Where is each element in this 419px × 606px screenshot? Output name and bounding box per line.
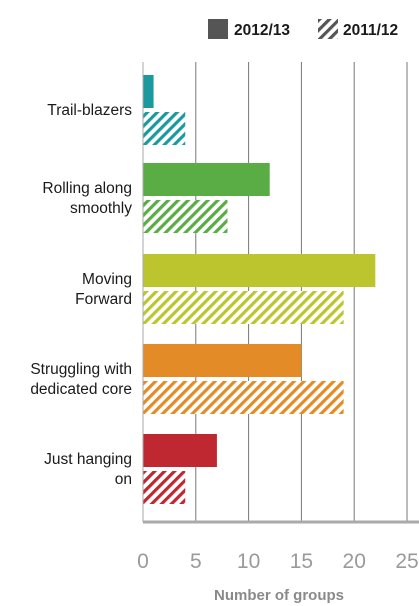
bar-2011-12-trail-blazers — [143, 112, 186, 145]
bar-2011-12-rolling-along-smoothly — [143, 200, 228, 233]
bar-2012-13-struggling-with-dedicated-core — [143, 344, 302, 377]
x-tick-label-20: 20 — [343, 550, 366, 573]
bar-2012-13-moving-forward — [143, 254, 376, 287]
bar-2011-12-just-hanging-on — [143, 471, 186, 504]
bar-2011-12-moving-forward — [143, 291, 344, 324]
x-tick-label-0: 0 — [137, 550, 149, 573]
x-axis-title: Number of groups — [214, 587, 344, 604]
category-label-trail-blazers: Trail-blazers — [47, 102, 132, 119]
legend-label-2012-13: 2012/13 — [234, 22, 290, 39]
bar-2012-13-rolling-along-smoothly — [143, 163, 270, 196]
category-labels: Trail-blazers Rolling along smoothly Moving… — [30, 102, 132, 488]
x-axis: 0 5 10 15 20 25 — [137, 62, 419, 573]
category-label-just-hanging-on: Just hanging on — [44, 451, 132, 488]
legend-swatch-2011-12 — [318, 19, 338, 39]
x-tick-label-25: 25 — [395, 550, 418, 573]
x-tick-label-5: 5 — [190, 550, 202, 573]
bar-2011-12-struggling-with-dedicated-core — [143, 381, 344, 414]
category-label-rolling-along-smoothly: Rolling along smoothly — [42, 180, 132, 217]
legend-swatch-2012-13 — [208, 19, 228, 39]
x-tick-label-10: 10 — [237, 550, 260, 573]
bar-2012-13-just-hanging-on — [143, 434, 217, 467]
legend-label-2011-12: 2011/12 — [343, 22, 398, 39]
legend: 2012/13 2011/12 — [208, 19, 398, 39]
bar-2012-13-trail-blazers — [143, 75, 154, 108]
bars — [143, 75, 376, 504]
category-label-struggling-with-dedicated-core: Struggling with dedicated core — [30, 361, 132, 398]
category-label-moving-forward: Moving Forward — [75, 271, 132, 308]
x-tick-label-15: 15 — [290, 550, 313, 573]
